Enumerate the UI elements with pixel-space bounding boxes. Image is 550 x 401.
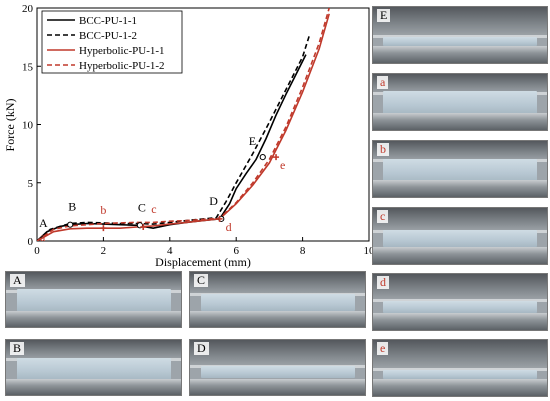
- y-tick-label: 0: [28, 236, 34, 248]
- photo-label: E: [377, 9, 391, 22]
- annotation-a: a: [40, 230, 46, 244]
- series-line-3: [37, 13, 330, 241]
- annotation-C: C: [138, 200, 146, 214]
- photo-label: A: [10, 274, 25, 287]
- legend-entry: Hyperbolic-PU-1-1: [79, 45, 165, 57]
- y-tick-label: 15: [22, 61, 34, 73]
- annotation-marker: [140, 224, 147, 231]
- x-tick-label: 2: [101, 245, 107, 257]
- annotation-B: B: [68, 200, 76, 214]
- legend: BCC-PU-1-1 BCC-PU-1-2 Hyperbolic-PU-1-1 Hyp…: [41, 10, 183, 74]
- annotation-marker: [259, 154, 266, 161]
- photo-label: C: [194, 274, 209, 287]
- x-tick-label: 6: [233, 245, 239, 257]
- photo-label: D: [194, 342, 209, 355]
- annotation-marker: [67, 221, 74, 228]
- y-axis-label: Force (kN): [3, 99, 17, 152]
- annotation-layer: A B C D Ea b c d e: [39, 134, 285, 244]
- annotation-A: A: [39, 216, 48, 230]
- photo-label: d: [377, 276, 389, 289]
- legend-entry: BCC-PU-1-2: [79, 30, 137, 42]
- photo-A: A: [5, 271, 182, 328]
- series-line-1: [37, 54, 307, 241]
- y-tick-label: 5: [28, 178, 34, 190]
- annotation-E: E: [249, 134, 256, 148]
- x-tick-label: 4: [167, 245, 173, 257]
- photo-E: E: [372, 6, 548, 64]
- annotation-c: c: [151, 202, 156, 216]
- annotation-d: d: [226, 220, 232, 234]
- photo-B: B: [5, 339, 182, 396]
- x-tick-label: 10: [364, 245, 376, 257]
- legend-box: [41, 10, 183, 74]
- annotation-marker: [100, 225, 107, 232]
- photo-c: c: [372, 207, 548, 265]
- force-displacement-chart: 0 2 4 6 8 10 0 5 10 15 20 A B C D Ea b c d e Displacement …: [3, 3, 375, 269]
- photo-D: D: [189, 339, 366, 396]
- photo-d: d: [372, 273, 548, 331]
- x-tick-label: 0: [34, 245, 40, 257]
- legend-entry: BCC-PU-1-1: [79, 15, 137, 27]
- legend-entry: Hyperbolic-PU-1-2: [79, 60, 165, 72]
- photo-label: c: [377, 210, 389, 223]
- series-layer: [37, 8, 330, 241]
- photo-label: b: [377, 143, 389, 156]
- photo-e: e: [372, 339, 548, 397]
- photo-b: b: [372, 140, 548, 198]
- annotation-D: D: [209, 194, 218, 208]
- x-tick-label: 8: [300, 245, 306, 257]
- annotation-marker: [216, 215, 223, 222]
- annotation-marker: [273, 154, 280, 161]
- x-axis-label: Displacement (mm): [155, 255, 251, 269]
- y-tick-label: 10: [22, 120, 34, 132]
- annotation-b: b: [100, 203, 106, 217]
- photo-label: B: [10, 342, 25, 355]
- photo-label: e: [377, 342, 389, 355]
- photo-label: a: [377, 76, 389, 89]
- annotation-e: e: [280, 158, 285, 172]
- series-line-4: [37, 8, 330, 241]
- photo-C: C: [189, 271, 366, 328]
- y-tick-label: 20: [22, 3, 34, 15]
- axis-ticks: 0 2 4 6 8 10 0 5 10 15 20: [22, 3, 375, 257]
- photo-a: a: [372, 73, 548, 131]
